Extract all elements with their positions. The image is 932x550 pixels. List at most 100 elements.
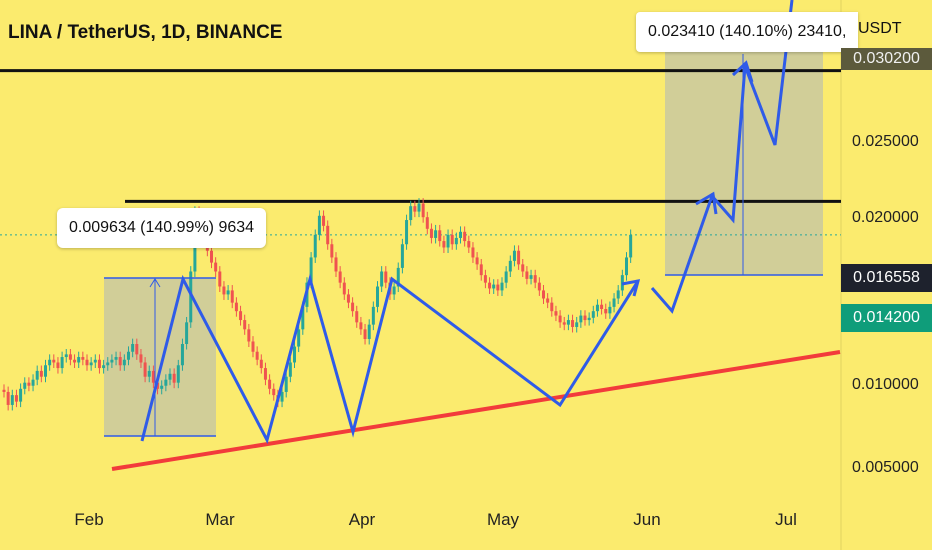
candle-body [342,282,346,295]
candle-body [185,322,189,345]
candle-body [259,359,263,369]
candle-body [172,373,176,383]
candle-body [81,357,85,360]
candle-body [463,231,467,242]
candle-body [413,206,417,212]
candle-body [425,217,429,229]
candle-body [114,357,118,360]
candle-body [164,379,168,386]
candle-body [529,275,533,279]
candle-body [48,359,52,366]
candle-body [234,302,238,312]
candle-body [297,329,301,347]
candle-body [351,302,355,312]
candle-body [14,395,18,402]
candle-body [579,315,583,323]
candle-body [176,365,180,383]
candle-body [363,329,367,340]
candle-body [338,271,342,283]
candle-body [317,215,321,235]
candle-body [608,306,612,314]
candle-body [554,311,558,316]
candle-body [160,385,164,389]
candle-body [400,244,404,268]
chart-title: LINA / TetherUS, 1D, BINANCE [8,22,283,43]
candle-body [595,304,599,312]
candle-body [309,257,313,283]
candle-body [512,250,516,261]
candle-body [446,234,450,248]
candle-body [27,382,31,386]
candle-body [239,311,243,321]
candle-body [156,382,160,389]
candle-body [405,220,409,245]
candle-body [571,320,575,327]
candle-body [562,322,566,325]
candle-body [483,275,487,283]
candle-body [301,306,305,330]
candle-body [127,351,130,360]
left-measure-box [104,278,216,436]
candle-body [471,247,475,258]
candle-body [604,309,608,314]
candle-body [533,275,537,283]
candle-body [550,302,554,312]
candle-body [600,304,604,310]
candle-body [496,284,500,291]
candle-body [558,315,562,323]
candle-body [64,354,68,358]
projected-arrowhead [695,191,718,215]
candle-body [525,271,529,279]
candle-body [97,359,101,369]
candle-body [218,271,222,287]
x-tick-label: Mar [205,510,235,529]
candle-body [31,379,35,386]
candle-body [367,324,371,340]
candle-body [288,362,292,377]
candle-body [479,264,483,276]
candle-body [10,395,14,405]
candle-body [85,359,89,366]
y-tick-label: 0.010000 [852,376,919,393]
candle-body [330,244,334,258]
candle-body [280,391,284,402]
candle-body [214,262,218,272]
candle-body [517,250,521,265]
x-tick-label: May [486,510,520,529]
candle-body [131,344,135,352]
candle-body [625,257,628,276]
candle-body [23,382,27,389]
candle-body [371,306,375,325]
candle-body [39,370,43,377]
candle-body [73,359,77,363]
candle-body [118,357,122,366]
candle-body [396,267,400,287]
top-price-label: 0.030200 [841,48,932,70]
candle-body [243,320,247,330]
x-tick-label: Feb [74,510,104,529]
candle-body [143,362,147,377]
left-measure-callout: 0.009634 (140.99%) 9634 [57,208,267,248]
candle-body [521,264,525,272]
candle-body [135,344,139,355]
candle-body [251,341,255,352]
candle-body [326,225,330,245]
candle-body [268,379,272,389]
candle-body [575,322,579,327]
candle-body [147,370,151,377]
candle-body [89,362,93,366]
candle-body [180,344,184,366]
x-tick-label: Apr [348,510,376,529]
candle-body [102,365,106,369]
candle-body [438,230,442,242]
candle-body [546,298,550,303]
candle-body [35,370,39,380]
candle-body [60,357,64,369]
candle-body [392,286,396,295]
candle-body [587,317,591,321]
candle-body [488,282,492,289]
candle-body [210,250,213,263]
projected-arrowhead [731,60,754,83]
x-tick-label: Jun [633,510,661,529]
